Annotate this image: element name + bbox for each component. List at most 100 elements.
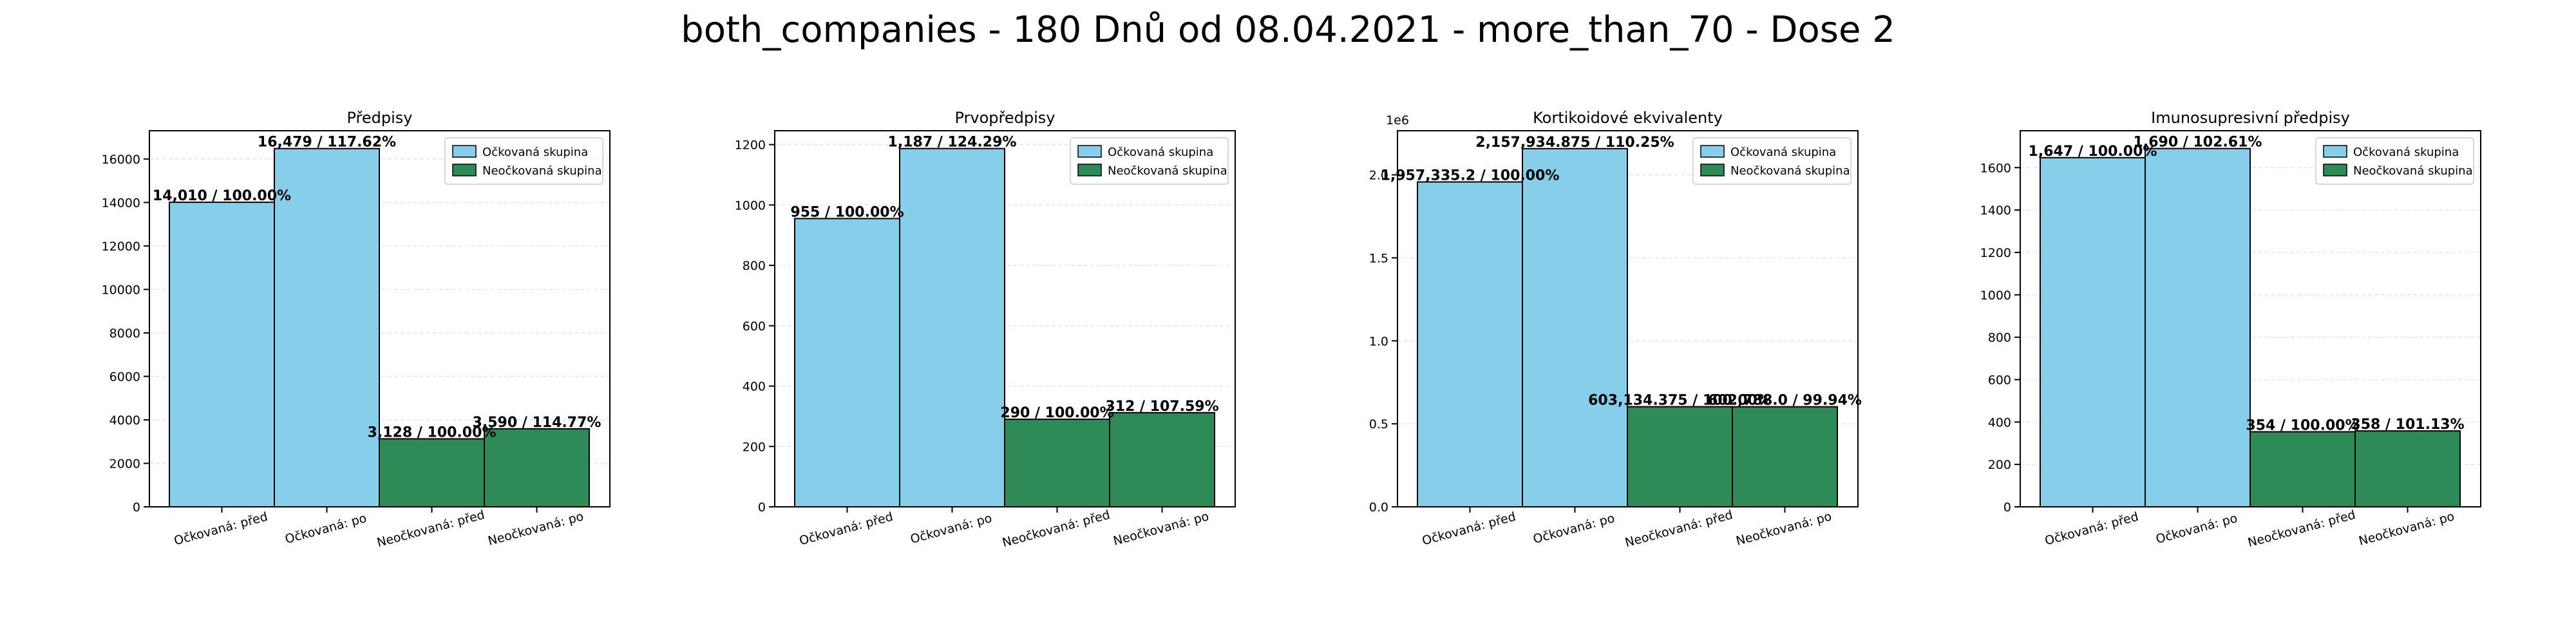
bar	[1627, 406, 1733, 507]
bar-value-label: 603,134.375 / 100.00%	[1588, 393, 1772, 409]
legend-label-unvaccinated: Neočkovaná skupina	[1108, 164, 1227, 178]
y-tick-label: 1000	[735, 198, 766, 213]
x-tick-label: Očkovaná: po	[283, 511, 368, 547]
bar-value-label: 3,590 / 114.77%	[473, 415, 601, 431]
legend-box	[444, 137, 603, 185]
x-tick-label: Neočkovaná: po	[1734, 509, 1833, 549]
bar	[1732, 406, 1838, 507]
y-tick-label: 12000	[102, 240, 140, 254]
legend-label-vaccinated: Očkovaná skupina	[1108, 146, 1213, 159]
axes-frame	[1397, 130, 1859, 507]
y-tick-label: 16000	[102, 153, 140, 167]
legend-label-vaccinated: Očkovaná skupina	[2353, 146, 2459, 159]
bar-value-label: 1,957,335.2 / 100.00%	[1381, 168, 1560, 184]
axes-frame	[2020, 130, 2481, 507]
bar-value-label: 312 / 107.59%	[1105, 399, 1218, 415]
legend-swatch-unvaccinated	[2323, 164, 2347, 176]
y-offset-text: 1e6	[1386, 113, 1409, 128]
y-tick-label: 400	[1988, 415, 2011, 430]
y-tick-label: 0	[2003, 500, 2011, 515]
bar	[2040, 156, 2146, 507]
bar-value-label: 16,479 / 117.62%	[258, 135, 396, 151]
y-tick-label: 800	[1988, 331, 2011, 345]
legend-box	[2315, 137, 2474, 185]
x-tick-label: Neočkovaná: před	[1624, 507, 1734, 550]
bar	[169, 202, 275, 507]
legend-box	[1070, 137, 1229, 185]
y-tick-label: 1200	[1980, 246, 2011, 260]
bar-value-label: 354 / 100.00%	[2246, 417, 2359, 433]
y-tick-label: 0.0	[1369, 500, 1388, 515]
legend-swatch-vaccinated	[1700, 145, 1725, 158]
x-tick-label: Neočkovaná: před	[375, 507, 486, 550]
y-tick-label: 14000	[102, 196, 140, 210]
axes-frame	[774, 130, 1236, 507]
y-tick-label: 1.0	[1369, 334, 1388, 348]
x-tick-label: Neočkovaná: po	[486, 509, 585, 549]
bar	[2145, 147, 2251, 507]
bar-value-label: 1,647 / 100.00%	[2029, 144, 2157, 160]
y-tick-label: 600	[743, 319, 766, 334]
legend-label-unvaccinated: Neočkovaná skupina	[2353, 164, 2473, 178]
y-tick-label: 200	[743, 440, 766, 454]
bar	[484, 428, 590, 508]
y-tick-label: 8000	[109, 327, 140, 341]
bar-value-label: 1,690 / 102.61%	[2134, 135, 2262, 151]
bar	[1417, 181, 1523, 507]
y-tick-label: 1200	[735, 138, 766, 153]
x-tick-label: Očkovaná: po	[909, 511, 993, 547]
legend-label-unvaccinated: Neočkovaná skupina	[1730, 164, 1850, 178]
bar-value-label: 2,157,934.875 / 110.25%	[1475, 135, 1674, 151]
bar	[2249, 431, 2356, 508]
bar	[899, 147, 1005, 507]
legend-swatch-unvaccinated	[452, 164, 477, 176]
chart-panel-4: 0 200 400 600 800 1000 1200 1400 1600 Očkovaná: p…	[1980, 109, 2481, 550]
legend-box	[1692, 137, 1852, 185]
x-tick-label: Neočkovaná: před	[1001, 507, 1112, 550]
bar	[1004, 419, 1110, 507]
bar	[379, 438, 485, 508]
legend-swatch-unvaccinated	[1077, 164, 1102, 176]
x-tick-label: Očkovaná: před	[798, 509, 895, 548]
bar-value-label: 3,128 / 100.00%	[368, 424, 497, 440]
bar-value-label: 14,010 / 100.00%	[153, 188, 291, 204]
chart-title: Imunosupresivní předpisy	[2151, 109, 2350, 127]
x-tick-label: Očkovaná: před	[173, 509, 269, 548]
y-tick-label: 600	[1988, 373, 2011, 387]
y-tick-label: 1000	[1980, 289, 2011, 303]
y-tick-label: 0	[758, 500, 766, 515]
bar-value-label: 358 / 101.13%	[2351, 417, 2464, 433]
y-tick-label: 1.5	[1369, 251, 1388, 265]
chart-panel-2: 0 200 400 600 800 1000 1200 Očkovaná: před Očkov…	[735, 109, 1236, 550]
y-tick-label: 2000	[109, 457, 140, 471]
bar-value-label: 290 / 100.00%	[1000, 405, 1113, 421]
y-tick-label: 6000	[109, 370, 140, 384]
chart-title: Kortikoidové ekvivalenty	[1533, 109, 1723, 127]
y-tick-label: 0	[133, 500, 140, 515]
chart-title: Předpisy	[347, 109, 413, 127]
y-tick-label: 10000	[102, 283, 140, 297]
legend-label-vaccinated: Očkovaná skupina	[1730, 146, 1836, 159]
bar	[794, 218, 900, 507]
x-tick-label: Očkovaná: po	[2154, 511, 2239, 547]
x-tick-label: Neočkovaná: po	[2357, 509, 2456, 549]
bar	[1109, 412, 1215, 507]
axes-frame	[149, 130, 611, 507]
bar-value-label: 955 / 100.00%	[790, 204, 904, 220]
bar	[2354, 430, 2461, 507]
chart-panel-1: 0 2000 4000 6000 8000 10000 12000 14000 16000 Očk…	[102, 109, 611, 550]
chart-title: Prvopředpisy	[955, 109, 1056, 127]
y-tick-label: 4000	[109, 413, 140, 428]
legend-label-vaccinated: Očkovaná skupina	[482, 146, 588, 159]
y-tick-label: 200	[1988, 458, 2011, 472]
y-tick-label: 800	[743, 259, 766, 273]
bar	[1522, 147, 1628, 507]
legend-swatch-vaccinated	[2323, 145, 2347, 158]
bar-value-label: 602,788.0 / 99.94%	[1708, 393, 1862, 409]
x-tick-label: Neočkovaná: před	[2246, 507, 2357, 550]
legend-label-unvaccinated: Neočkovaná skupina	[482, 164, 602, 178]
x-tick-label: Neočkovaná: po	[1112, 509, 1210, 549]
y-tick-label: 2.0	[1369, 169, 1388, 183]
x-tick-label: Očkovaná: po	[1531, 511, 1616, 547]
y-tick-label: 1600	[1980, 161, 2011, 175]
